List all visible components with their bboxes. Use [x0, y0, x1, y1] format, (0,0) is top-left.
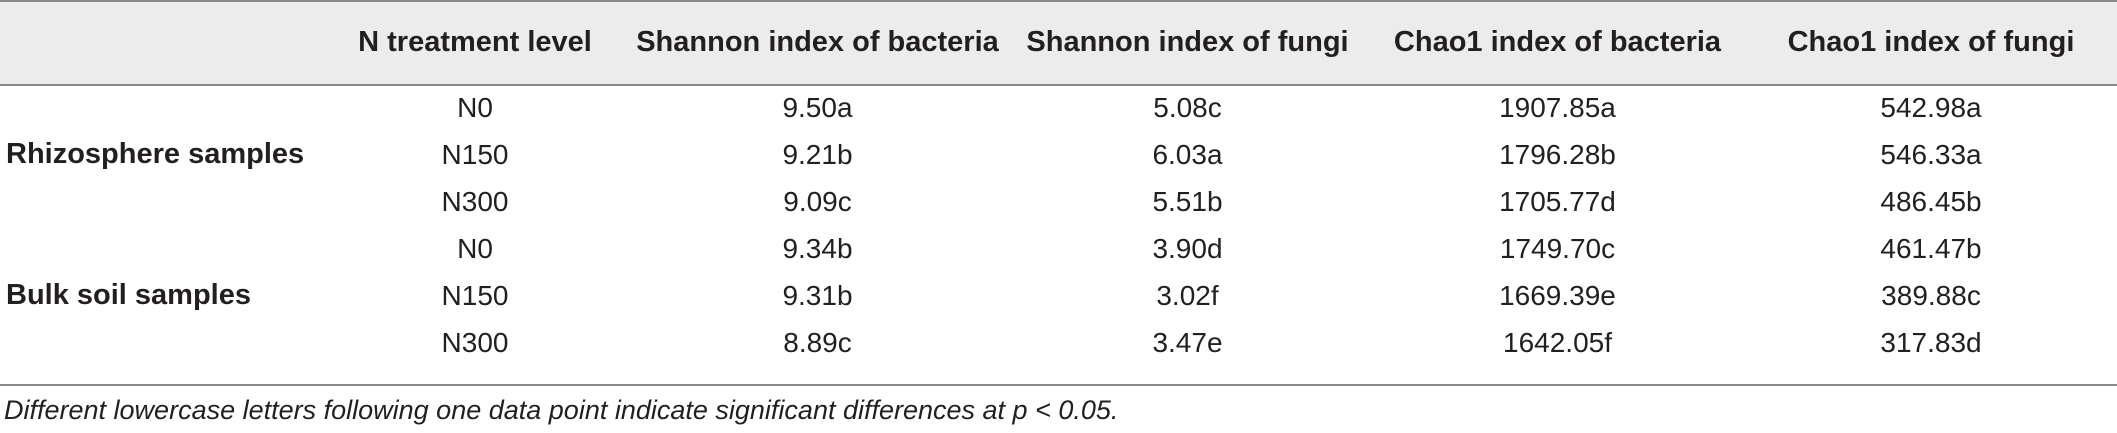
group-label-rhizosphere: Rhizosphere samples	[6, 138, 305, 170]
table-cell: 3.90d	[1152, 232, 1223, 264]
table-cell: 461.47b	[1880, 232, 1982, 264]
table-cell: N300	[441, 326, 509, 358]
table-row: N300 9.09c 5.51b 1705.77d 486.45b	[0, 178, 2117, 225]
table-cell: 1907.85a	[1499, 91, 1616, 123]
table-cell: 3.47e	[1152, 326, 1223, 358]
data-table-container: N treatment level Shannon index of bacte…	[0, 0, 2117, 366]
table-row: Rhizosphere samples N0 9.50a 5.08c 1907.…	[0, 84, 2117, 171]
table-row: N150 9.31b 3.02f 1669.39e 389.88c	[0, 272, 2117, 319]
table-cell: 1669.39e	[1499, 279, 1616, 311]
table-cell: 8.89c	[783, 326, 852, 358]
table-row: Bulk soil samples N0 9.34b 3.90d 1749.70…	[0, 225, 2117, 312]
table-cell: 9.31b	[782, 279, 853, 311]
table-cell: N0	[457, 91, 493, 123]
table-header-rule	[0, 84, 2117, 86]
table-cell: 546.33a	[1880, 138, 1982, 170]
table-cell: 9.50a	[782, 91, 853, 123]
header-cell-group	[0, 0, 320, 84]
table-cell: 389.88c	[1881, 279, 1981, 311]
data-table: N treatment level Shannon index of bacte…	[0, 0, 2117, 366]
table-footnote: Different lowercase letters following on…	[4, 395, 1119, 425]
table-top-rule	[0, 0, 2117, 2]
table-cell: N300	[441, 185, 509, 217]
table-cell: 542.98a	[1880, 91, 1982, 123]
table-cell: 1705.77d	[1499, 185, 1616, 217]
table-bottom-rule	[0, 384, 2117, 386]
table-cell: 486.45b	[1880, 185, 1982, 217]
table-cell: 6.03a	[1152, 138, 1223, 170]
table-cell: 1796.28b	[1499, 138, 1616, 170]
header-cell-shannon-bacteria: Shannon index of bacteria	[636, 25, 999, 58]
table-cell: 9.34b	[782, 232, 853, 264]
table-cell: 1749.70c	[1499, 232, 1616, 264]
table-cell: 9.21b	[782, 138, 853, 170]
header-cell-n-treatment: N treatment level	[358, 25, 592, 58]
table-cell: N150	[441, 279, 509, 311]
table-cell: 3.02f	[1156, 279, 1219, 311]
table-cell: 5.08c	[1153, 91, 1222, 123]
table-cell: 317.83d	[1880, 326, 1982, 358]
header-cell-chao1-fungi: Chao1 index of fungi	[1787, 25, 2075, 58]
table-cell: N0	[457, 232, 493, 264]
header-cell-chao1-bacteria: Chao1 index of bacteria	[1393, 25, 1722, 58]
header-cell-shannon-fungi: Shannon index of fungi	[1026, 25, 1349, 58]
table-cell: 5.51b	[1152, 185, 1223, 217]
group-label-bulk-soil: Bulk soil samples	[6, 279, 251, 311]
table-cell: N150	[441, 138, 509, 170]
table-cell: 1642.05f	[1503, 326, 1612, 358]
table-cell: 9.09c	[783, 185, 852, 217]
table-row: N300 8.89c 3.47e 1642.05f 317.83d	[0, 319, 2117, 366]
table-row: N150 9.21b 6.03a 1796.28b 546.33a	[0, 131, 2117, 178]
table-header-row: N treatment level Shannon index of bacte…	[0, 0, 2117, 84]
